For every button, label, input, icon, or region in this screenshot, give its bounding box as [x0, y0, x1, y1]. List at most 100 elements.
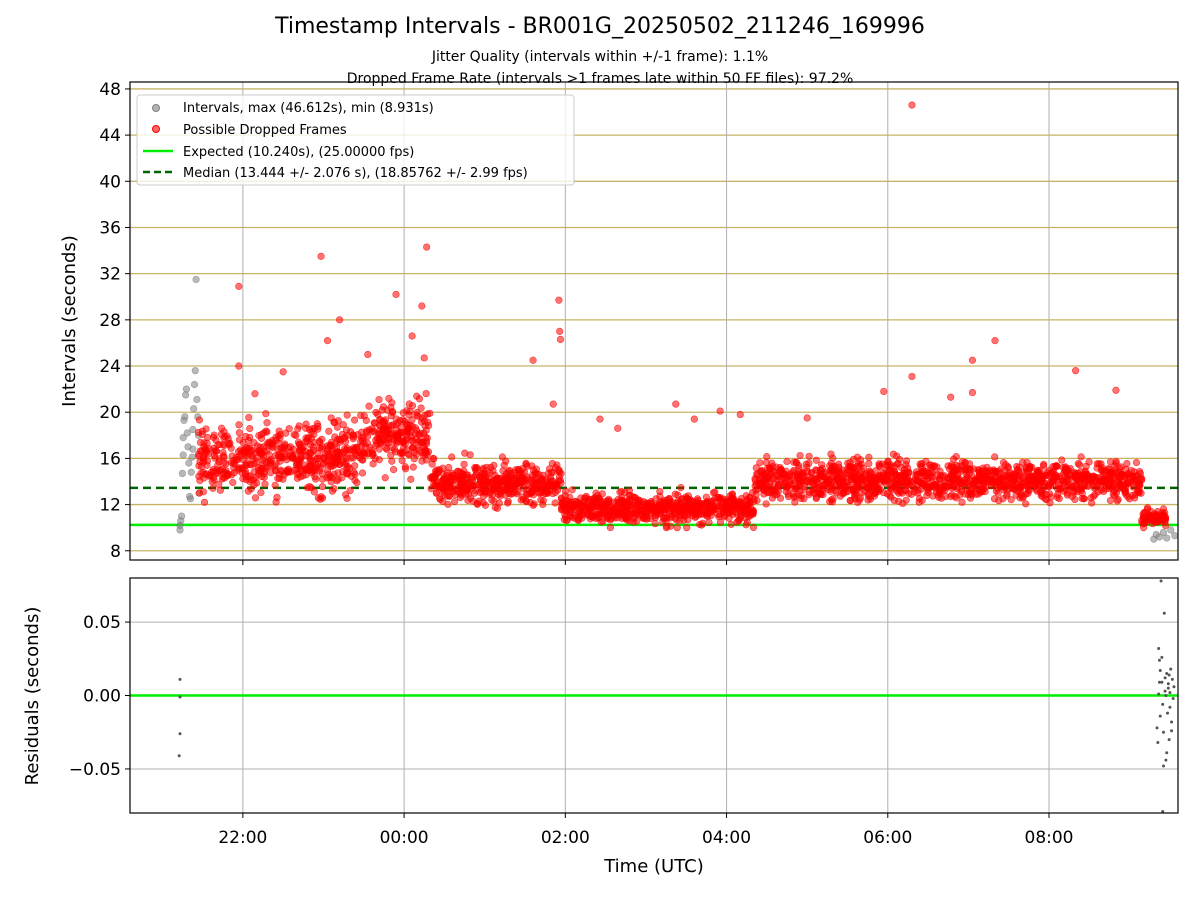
dropped-frame-point [458, 470, 466, 478]
dropped-frame-point [377, 435, 385, 443]
dropped-frame-point [194, 428, 203, 437]
dropped-frame-point [827, 450, 835, 458]
dropped-frame-point [198, 462, 206, 471]
dropped-frame-point [805, 459, 813, 467]
dropped-frame-point [812, 475, 820, 483]
interval-point [182, 385, 191, 393]
residual-point [1167, 673, 1171, 677]
dropped-frame-point [215, 458, 223, 466]
dropped-frame-point [387, 403, 395, 412]
intervals-y-ticks: 8 12 16 20 24 28 32 36 40 44 48 [99, 80, 130, 562]
dropped-frame-point [777, 466, 785, 474]
dropped-frame-point [623, 516, 631, 524]
dropped-frame-point [958, 458, 966, 466]
dropped-frame-outlier [968, 356, 977, 364]
dropped-frame-point [360, 449, 368, 457]
dropped-frame-point [349, 435, 357, 443]
dropped-frame-point [257, 488, 265, 497]
intervals-ytick-label: 36 [99, 218, 121, 238]
dropped-frame-point [735, 516, 743, 524]
dropped-frame-point [727, 520, 735, 528]
residual-point [1158, 714, 1162, 718]
dropped-frame-outlier [968, 388, 977, 397]
xtick-label: 02:00 [541, 828, 590, 848]
dropped-frame-point [862, 483, 870, 491]
dropped-frame-point [711, 488, 719, 496]
dropped-frame-point [273, 493, 281, 501]
interval-point [188, 453, 196, 461]
residual-point [1157, 692, 1161, 696]
dropped-frame-outlier [555, 296, 563, 304]
dropped-frame-point [444, 500, 452, 508]
dropped-frame-point [948, 484, 956, 492]
residual-point [178, 732, 182, 736]
dropped-frame-point [494, 479, 502, 487]
dropped-frame-point [1062, 464, 1070, 472]
dropped-frame-point [597, 518, 605, 526]
dropped-frame-point [866, 467, 874, 475]
dropped-frame-point [716, 493, 724, 502]
dropped-frame-point [1076, 485, 1084, 493]
dropped-frame-point [363, 427, 371, 435]
dropped-frame-point [685, 509, 693, 517]
interval-point [181, 413, 189, 421]
residual-point [1159, 579, 1163, 583]
dropped-frame-point [827, 469, 835, 477]
dropped-frame-point [768, 487, 776, 496]
dropped-frame-point [330, 419, 339, 427]
dropped-frame-point [749, 508, 758, 516]
residual-point [1166, 711, 1170, 715]
residuals-x-ticks: 22:00 00:00 02:00 04:00 06:00 08:00 [218, 813, 1074, 848]
dropped-frame-point [439, 488, 447, 496]
dropped-frame-outlier [596, 415, 604, 423]
dropped-frame-point [242, 432, 250, 441]
residual-point [178, 677, 182, 681]
dropped-frame-point [1084, 476, 1093, 484]
dropped-frame-point [235, 429, 243, 437]
dropped-frame-point [1063, 489, 1072, 497]
dropped-frame-point [577, 494, 585, 502]
dropped-frame-point [616, 488, 624, 496]
dropped-frame-point [762, 458, 770, 467]
dropped-frame-point [704, 498, 712, 506]
dropped-frame-point [275, 427, 283, 435]
dropped-frame-point [899, 499, 907, 508]
dropped-frame-point [889, 477, 897, 485]
dropped-frame-point [200, 439, 208, 447]
dropped-frame-point [856, 496, 864, 504]
dropped-frame-point [261, 480, 269, 488]
dropped-frame-point [256, 447, 264, 455]
dropped-frame-point [995, 474, 1003, 483]
dropped-frame-point [371, 419, 379, 427]
dropped-frame-point [1077, 453, 1085, 461]
dropped-frame-point [418, 457, 426, 465]
dropped-frame-point [752, 490, 760, 498]
dropped-frame-point [1064, 483, 1072, 491]
dropped-frame-point [999, 458, 1008, 467]
interval-point [179, 451, 187, 459]
dropped-frame-point [244, 444, 252, 452]
dropped-frame-point [1040, 460, 1048, 468]
dropped-frame-point [417, 404, 425, 412]
dropped-frame-point [295, 458, 303, 466]
dropped-frame-point [827, 487, 835, 495]
dropped-frame-point [1153, 511, 1161, 519]
dropped-frame-point [398, 456, 406, 465]
dropped-frame-point [414, 438, 422, 446]
dropped-frame-point [479, 464, 487, 472]
dropped-frame-point [357, 411, 365, 420]
interval-point [190, 405, 198, 413]
dropped-frame-point [838, 477, 846, 485]
xtick-label: 08:00 [1025, 828, 1074, 848]
dropped-frame-point [807, 469, 816, 477]
legend-dropped-marker [152, 125, 160, 133]
dropped-frame-point [422, 389, 430, 398]
dropped-frame-point [745, 494, 754, 502]
dropped-frame-point [1031, 478, 1039, 487]
dropped-frame-outlier [1072, 367, 1080, 375]
dropped-frame-point [1106, 470, 1114, 478]
dropped-frame-point [604, 497, 612, 506]
dropped-frame-point [235, 421, 243, 429]
dropped-frame-point [376, 416, 384, 424]
